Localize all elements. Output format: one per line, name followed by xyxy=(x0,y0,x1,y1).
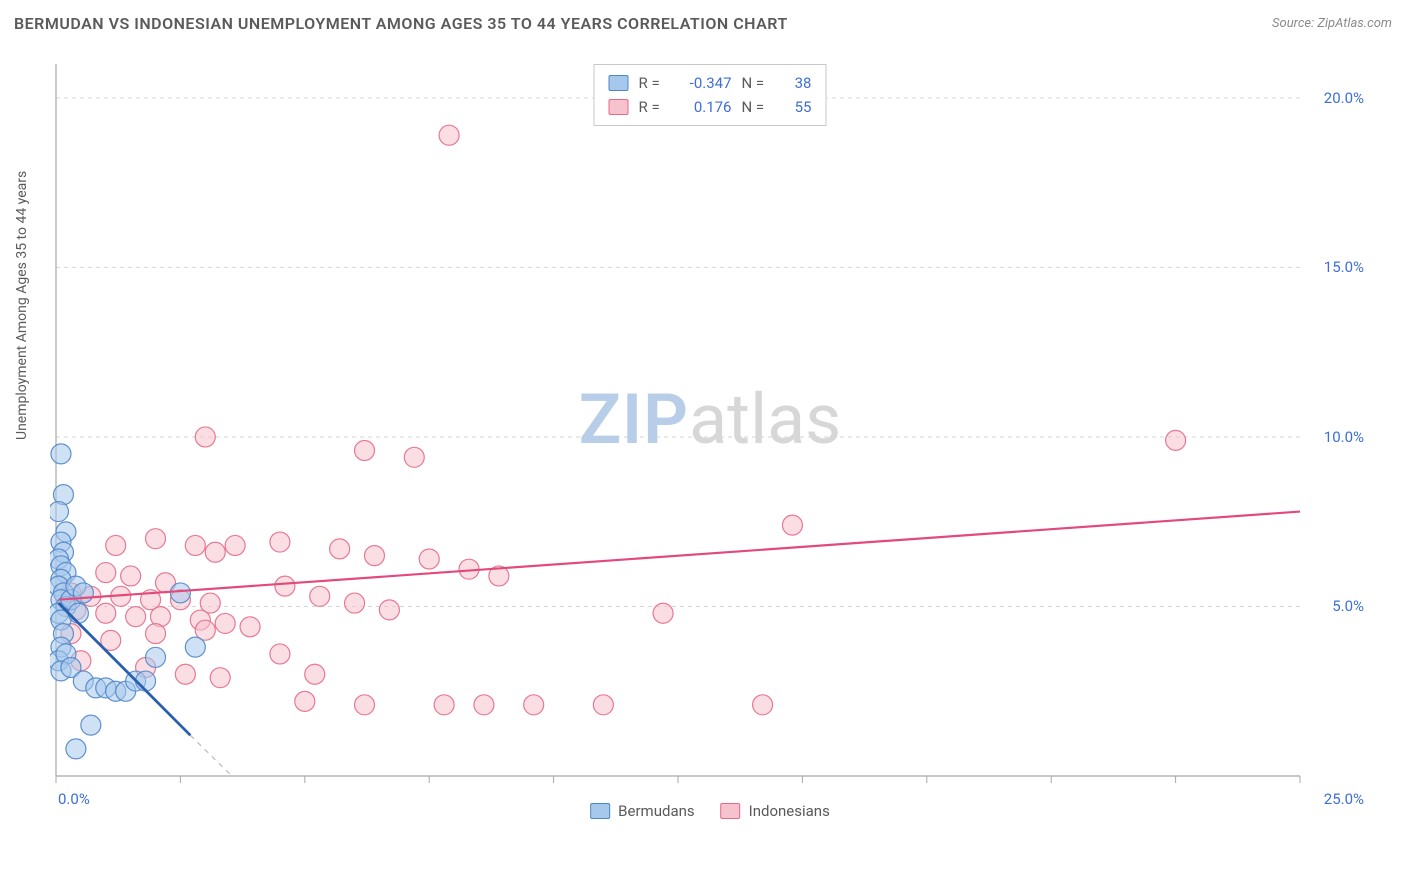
legend-label-1: Bermudans xyxy=(618,802,694,820)
legend-item-1: Bermudans xyxy=(590,802,694,820)
r-value-1: -0.347 xyxy=(677,71,732,95)
swatch-series1 xyxy=(590,803,610,819)
r-label: R = xyxy=(639,71,667,95)
n-label: N = xyxy=(742,95,770,119)
y-tick-label: 15.0% xyxy=(1324,258,1364,276)
stat-row-2: R = 0.176 N = 55 xyxy=(609,95,812,119)
n-value-1: 38 xyxy=(780,71,812,95)
swatch-series2 xyxy=(721,803,741,819)
y-tick-label: 20.0% xyxy=(1324,89,1364,107)
chart-title: BERMUDAN VS INDONESIAN UNEMPLOYMENT AMON… xyxy=(14,14,788,33)
x-origin-label: 0.0% xyxy=(58,790,90,808)
statistics-legend: R = -0.347 N = 38 R = 0.176 N = 55 xyxy=(594,64,827,126)
n-value-2: 55 xyxy=(780,95,812,119)
r-label: R = xyxy=(639,95,667,119)
y-axis-label: Unemployment Among Ages 35 to 44 years xyxy=(14,171,30,440)
chart-header: BERMUDAN VS INDONESIAN UNEMPLOYMENT AMON… xyxy=(14,14,1392,33)
series-legend: Bermudans Indonesians xyxy=(590,802,830,820)
legend-label-2: Indonesians xyxy=(749,802,830,820)
legend-item-2: Indonesians xyxy=(721,802,830,820)
r-value-2: 0.176 xyxy=(677,95,732,119)
chart-svg xyxy=(50,58,1370,828)
source-attribution: Source: ZipAtlas.com xyxy=(1272,16,1392,31)
swatch-series1 xyxy=(609,75,629,91)
swatch-series2 xyxy=(609,99,629,115)
x-max-label: 25.0% xyxy=(1324,790,1364,808)
n-label: N = xyxy=(742,71,770,95)
y-tick-label: 5.0% xyxy=(1332,597,1364,615)
y-tick-label: 10.0% xyxy=(1324,428,1364,446)
scatter-chart: ZIPatlas R = -0.347 N = 38 R = 0.176 N =… xyxy=(50,58,1370,828)
stat-row-1: R = -0.347 N = 38 xyxy=(609,71,812,95)
